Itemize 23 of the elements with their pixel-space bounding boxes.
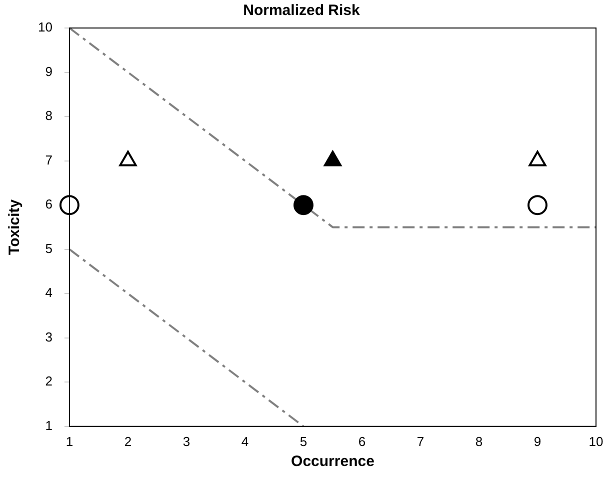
y-tick-label: 5 [45,240,52,256]
y-tick-label: 8 [45,108,52,124]
x-tick-label: 4 [241,434,249,449]
x-tick-label: 5 [300,434,308,449]
y-tick-label: 6 [45,196,52,212]
x-tick-label: 8 [475,434,483,449]
x-tick-label: 6 [358,434,366,449]
y-tick-label: 9 [45,64,52,79]
y-tick-label: 10 [38,20,52,35]
y-tick-label: 2 [45,374,52,389]
x-tick-label: 1 [66,434,74,449]
x-tick-label: 3 [182,434,190,449]
chart-title: Normalized Risk [243,2,360,20]
x-tick-label: 2 [124,434,132,449]
x-axis-title: Occurrence [291,453,374,470]
y-tick-label: 1 [45,418,52,433]
y-tick-label: 4 [45,285,52,300]
x-tick-label: 10 [588,434,604,449]
y-tick-label: 7 [45,152,52,168]
y-tick-label: 3 [45,329,52,344]
x-tick-label: 7 [416,434,424,449]
y-axis-title: Toxicity [6,198,24,255]
x-tick-label: 9 [534,434,542,449]
